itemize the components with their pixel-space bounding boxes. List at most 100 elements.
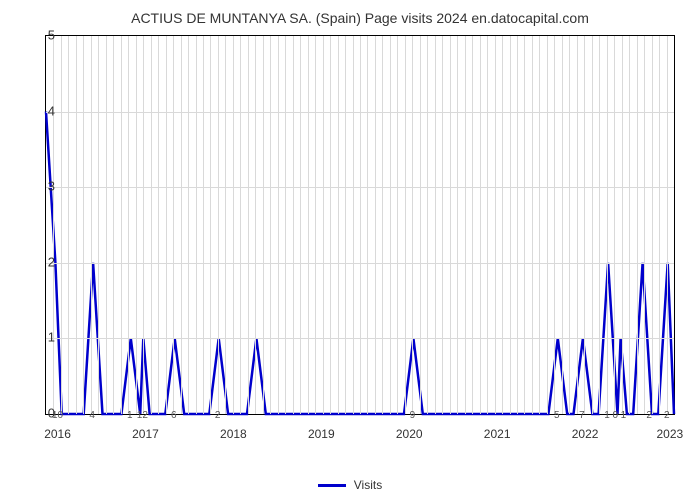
- gridline-v: [569, 36, 570, 414]
- gridline-v: [524, 36, 525, 414]
- gridline-v: [659, 36, 660, 414]
- gridline-v: [375, 36, 376, 414]
- ytick-label: 3: [35, 179, 55, 194]
- xtick-minor: 0: [612, 410, 618, 421]
- xtick-minor: 1: [621, 410, 627, 421]
- gridline-v: [188, 36, 189, 414]
- gridline-v: [622, 36, 623, 414]
- xtick-major: 2020: [396, 427, 423, 441]
- gridline-v: [472, 36, 473, 414]
- xtick-major: 2017: [132, 427, 159, 441]
- xtick-major: 2023: [657, 427, 684, 441]
- gridline-v: [98, 36, 99, 414]
- gridline-v: [285, 36, 286, 414]
- gridline-v: [405, 36, 406, 414]
- gridline-v: [61, 36, 62, 414]
- gridline-v: [450, 36, 451, 414]
- gridline-v: [584, 36, 585, 414]
- xtick-minor: 1: [604, 410, 610, 421]
- gridline-v: [495, 36, 496, 414]
- gridline-v: [629, 36, 630, 414]
- legend-label: Visits: [354, 478, 382, 492]
- gridline-v: [166, 36, 167, 414]
- gridline-v: [652, 36, 653, 414]
- gridline-v: [554, 36, 555, 414]
- gridline-v: [465, 36, 466, 414]
- gridline-v: [158, 36, 159, 414]
- gridline-v: [143, 36, 144, 414]
- xtick-minor: 12: [137, 410, 148, 421]
- gridline-v: [397, 36, 398, 414]
- gridline-v: [173, 36, 174, 414]
- gridline-v: [293, 36, 294, 414]
- gridline-v: [106, 36, 107, 414]
- gridline-v: [323, 36, 324, 414]
- gridline-v: [382, 36, 383, 414]
- gridline-v: [592, 36, 593, 414]
- ytick-label: 5: [35, 28, 55, 43]
- gridline-v: [330, 36, 331, 414]
- gridline-v: [562, 36, 563, 414]
- xtick-minor: 2: [215, 410, 221, 421]
- xtick-minor: 1: [127, 410, 133, 421]
- gridline-v: [91, 36, 92, 414]
- gridline-v: [412, 36, 413, 414]
- gridline-v: [263, 36, 264, 414]
- gridline-v: [196, 36, 197, 414]
- gridline-v: [502, 36, 503, 414]
- gridline-v: [76, 36, 77, 414]
- xtick-minor: 2: [664, 410, 670, 421]
- gridline-v: [338, 36, 339, 414]
- chart-container: ACTIUS DE MUNTANYA SA. (Spain) Page visi…: [35, 10, 685, 450]
- legend-swatch: [318, 484, 346, 487]
- ytick-label: 1: [35, 330, 55, 345]
- gridline-v: [510, 36, 511, 414]
- gridline-v: [353, 36, 354, 414]
- gridline-v: [517, 36, 518, 414]
- gridline-v: [577, 36, 578, 414]
- gridline-v: [367, 36, 368, 414]
- gridline-v: [315, 36, 316, 414]
- chart-title: ACTIUS DE MUNTANYA SA. (Spain) Page visi…: [35, 10, 685, 26]
- gridline-v: [136, 36, 137, 414]
- xtick-major: 2016: [44, 427, 71, 441]
- gridline-v: [435, 36, 436, 414]
- gridline-v: [637, 36, 638, 414]
- gridline-v: [390, 36, 391, 414]
- xtick-minor: 2: [646, 410, 652, 421]
- gridline-v: [53, 36, 54, 414]
- gridline-v: [345, 36, 346, 414]
- gridline-v: [487, 36, 488, 414]
- gridline-v: [599, 36, 600, 414]
- xtick-major: 2022: [572, 427, 599, 441]
- xtick-major: 2021: [484, 427, 511, 441]
- gridline-v: [240, 36, 241, 414]
- gridline-v: [128, 36, 129, 414]
- xtick-major: 2018: [220, 427, 247, 441]
- gridline-v: [218, 36, 219, 414]
- gridline-v: [539, 36, 540, 414]
- xtick-minor: 4: [89, 410, 95, 421]
- gridline-v: [225, 36, 226, 414]
- gridline-v: [270, 36, 271, 414]
- gridline-v: [121, 36, 122, 414]
- legend: Visits: [0, 478, 700, 492]
- gridline-v: [83, 36, 84, 414]
- gridline-v: [113, 36, 114, 414]
- gridline-v: [248, 36, 249, 414]
- gridline-v: [607, 36, 608, 414]
- xtick-minor: 6: [171, 410, 177, 421]
- xtick-major: 2019: [308, 427, 335, 441]
- gridline-v: [255, 36, 256, 414]
- gridline-v: [233, 36, 234, 414]
- gridline-v: [480, 36, 481, 414]
- gridline-v: [667, 36, 668, 414]
- gridline-v: [420, 36, 421, 414]
- gridline-v: [308, 36, 309, 414]
- gridline-v: [300, 36, 301, 414]
- plot-area: [45, 35, 675, 415]
- gridline-v: [181, 36, 182, 414]
- gridline-v: [68, 36, 69, 414]
- gridline-v: [151, 36, 152, 414]
- gridline-v: [427, 36, 428, 414]
